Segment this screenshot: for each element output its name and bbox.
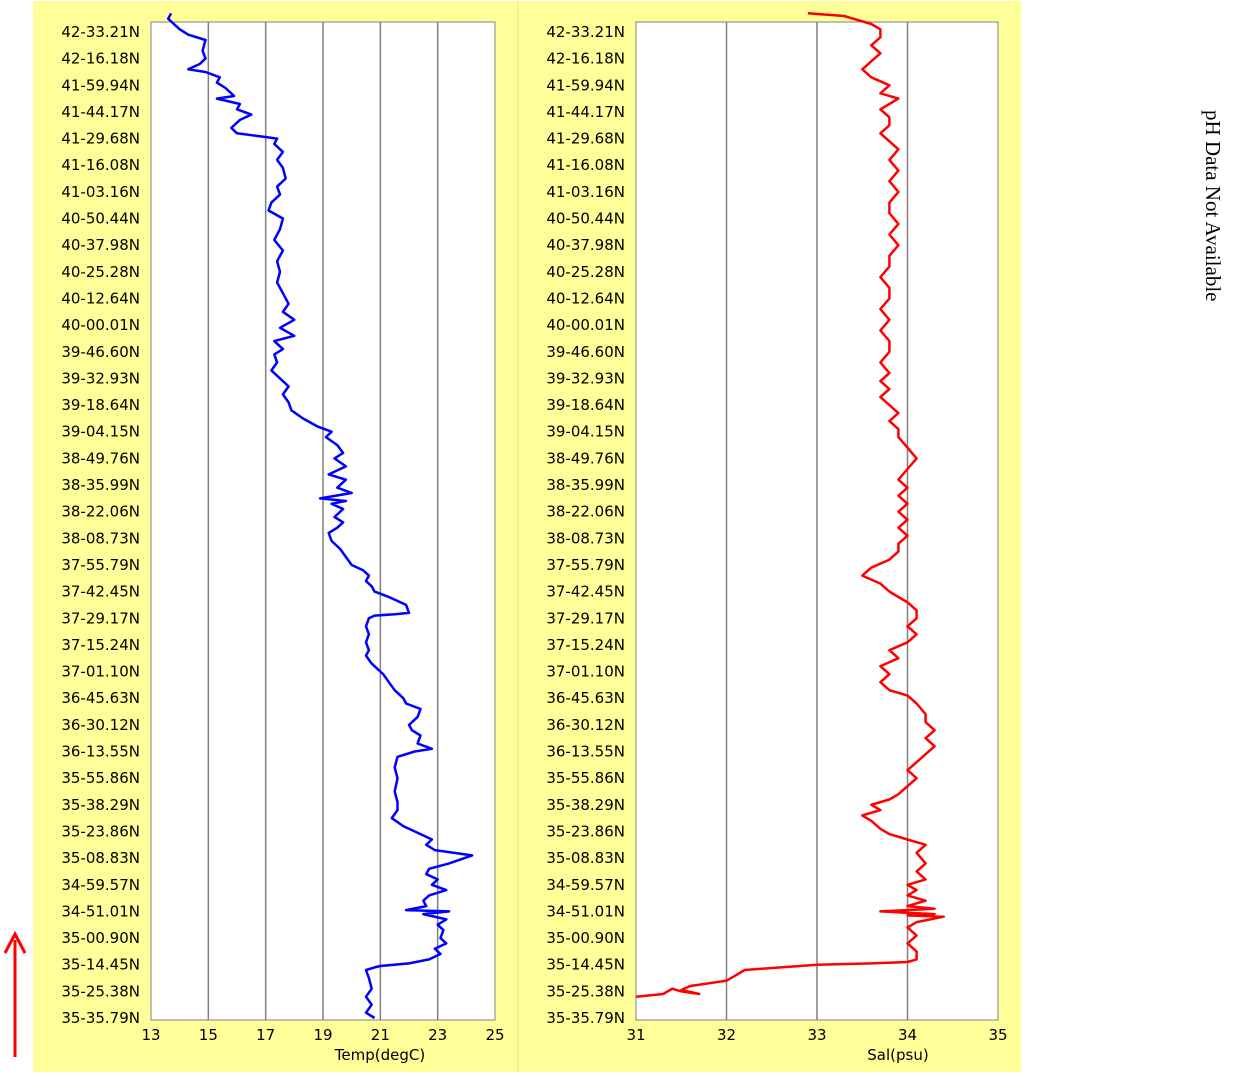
red-arrow-head	[3, 930, 27, 954]
salinity-y-tick-label: 35-35.79N	[546, 1009, 625, 1027]
temperature-y-tick-label: 39-46.60N	[61, 343, 140, 361]
temperature-y-tick-label: 39-04.15N	[61, 423, 140, 441]
salinity-y-tick-label: 40-25.28N	[546, 263, 625, 281]
temperature-x-axis-title: Temp(degC)	[334, 1046, 425, 1064]
salinity-y-tick-label: 35-55.86N	[546, 769, 625, 787]
temperature-x-tick-label: 23	[428, 1026, 447, 1044]
temperature-y-tick-label: 42-33.21N	[61, 23, 140, 41]
salinity-y-tick-label: 41-03.16N	[546, 183, 625, 201]
salinity-y-tick-label: 35-38.29N	[546, 796, 625, 814]
salinity-y-tick-label: 38-08.73N	[546, 529, 625, 547]
salinity-chart: Sal(psu) 31 32 33 34 35 35-35.79N 35-25.38N 35-…	[518, 1, 1021, 1072]
salinity-y-tick-label: 37-15.24N	[546, 636, 625, 654]
salinity-series-line	[635, 12, 945, 998]
salinity-y-tick-label: 37-55.79N	[546, 556, 625, 574]
temperature-y-tick-label: 40-00.01N	[61, 316, 140, 334]
salinity-y-tick-label: 37-29.17N	[546, 609, 625, 627]
salinity-y-tick-label: 40-50.44N	[546, 210, 625, 228]
ph-data-note: pH Data Not Available	[1201, 110, 1225, 302]
temperature-y-tick-label: 42-16.18N	[61, 50, 140, 68]
salinity-x-tick-label: 32	[717, 1026, 736, 1044]
salinity-y-tick-label: 39-04.15N	[546, 423, 625, 441]
salinity-y-tick-label: 36-13.55N	[546, 743, 625, 761]
temperature-x-tick-label: 25	[485, 1026, 504, 1044]
temperature-y-tick-label: 35-25.38N	[61, 982, 140, 1000]
salinity-y-tick-label: 42-33.21N	[546, 23, 625, 41]
temperature-y-tick-label: 35-23.86N	[61, 822, 140, 840]
temperature-y-tick-label: 35-38.29N	[61, 796, 140, 814]
salinity-y-tick-label: 34-59.57N	[546, 876, 625, 894]
temperature-y-tick-label: 40-37.98N	[61, 236, 140, 254]
temperature-y-tick-label: 36-13.55N	[61, 743, 140, 761]
salinity-y-tick-label: 40-00.01N	[546, 316, 625, 334]
temperature-y-tick-label: 37-29.17N	[61, 609, 140, 627]
salinity-y-tick-label: 41-44.17N	[546, 103, 625, 121]
salinity-x-tick-label: 31	[626, 1026, 645, 1044]
temperature-y-tick-label: 36-45.63N	[61, 689, 140, 707]
salinity-y-tick-label: 39-32.93N	[546, 369, 625, 387]
temperature-y-tick-label: 41-59.94N	[61, 76, 140, 94]
salinity-y-tick-label: 41-59.94N	[546, 76, 625, 94]
temperature-chart: Temp(degC) 13 15 17 19 21 23 25 35-35.79N 35-25.…	[33, 1, 518, 1072]
temperature-series-line	[166, 12, 474, 1020]
temperature-y-tick-label: 37-42.45N	[61, 583, 140, 601]
salinity-y-tick-label: 40-12.64N	[546, 289, 625, 307]
salinity-x-tick-label: 33	[807, 1026, 826, 1044]
salinity-y-tick-label: 34-51.01N	[546, 902, 625, 920]
temperature-y-tick-label: 38-22.06N	[61, 503, 140, 521]
temperature-y-tick-label: 37-55.79N	[61, 556, 140, 574]
salinity-y-tick-label: 35-00.90N	[546, 929, 625, 947]
salinity-y-tick-label: 35-25.38N	[546, 982, 625, 1000]
salinity-y-tick-label: 35-14.45N	[546, 956, 625, 974]
temperature-y-tick-label: 35-14.45N	[61, 956, 140, 974]
temperature-y-tick-label: 39-32.93N	[61, 369, 140, 387]
salinity-y-tick-label: 41-16.08N	[546, 156, 625, 174]
temperature-y-tick-label: 34-51.01N	[61, 902, 140, 920]
temperature-y-tick-label: 37-15.24N	[61, 636, 140, 654]
temperature-x-tick-label: 13	[141, 1026, 160, 1044]
salinity-x-axis-title: Sal(psu)	[867, 1046, 928, 1064]
salinity-x-tick-label: 34	[898, 1026, 917, 1044]
temperature-y-tick-label: 38-08.73N	[61, 529, 140, 547]
salinity-y-tick-label: 36-45.63N	[546, 689, 625, 707]
temperature-y-tick-label: 35-00.90N	[61, 929, 140, 947]
salinity-y-tick-label: 41-29.68N	[546, 130, 625, 148]
salinity-y-tick-label: 38-49.76N	[546, 449, 625, 467]
temperature-y-tick-label: 34-59.57N	[61, 876, 140, 894]
salinity-y-tick-label: 37-01.10N	[546, 663, 625, 681]
salinity-y-tick-label: 36-30.12N	[546, 716, 625, 734]
temperature-y-tick-label: 40-25.28N	[61, 263, 140, 281]
salinity-y-tick-label: 39-46.60N	[546, 343, 625, 361]
temperature-y-tick-label: 39-18.64N	[61, 396, 140, 414]
salinity-y-tick-label: 38-22.06N	[546, 503, 625, 521]
temperature-y-tick-label: 37-01.10N	[61, 663, 140, 681]
salinity-y-tick-label: 35-08.83N	[546, 849, 625, 867]
red-arrow	[3, 930, 27, 1057]
temperature-x-tick-label: 15	[199, 1026, 218, 1044]
temperature-x-tick-label: 17	[256, 1026, 275, 1044]
salinity-x-tick-label: 35	[988, 1026, 1007, 1044]
salinity-y-tick-label: 39-18.64N	[546, 396, 625, 414]
temperature-y-tick-label: 38-49.76N	[61, 449, 140, 467]
temperature-y-tick-label: 41-03.16N	[61, 183, 140, 201]
temperature-y-tick-label: 40-50.44N	[61, 210, 140, 228]
temperature-y-tick-label: 35-55.86N	[61, 769, 140, 787]
temperature-y-tick-label: 40-12.64N	[61, 289, 140, 307]
salinity-y-tick-label: 42-16.18N	[546, 50, 625, 68]
temperature-y-tick-label: 38-35.99N	[61, 476, 140, 494]
temperature-y-tick-label: 41-44.17N	[61, 103, 140, 121]
temperature-x-tick-label: 19	[313, 1026, 332, 1044]
temperature-y-tick-label: 41-29.68N	[61, 130, 140, 148]
temperature-y-tick-label: 35-35.79N	[61, 1009, 140, 1027]
temperature-y-tick-label: 36-30.12N	[61, 716, 140, 734]
salinity-y-tick-label: 40-37.98N	[546, 236, 625, 254]
salinity-y-tick-label: 35-23.86N	[546, 822, 625, 840]
temperature-x-tick-label: 21	[371, 1026, 390, 1044]
temperature-y-tick-label: 41-16.08N	[61, 156, 140, 174]
temperature-y-tick-label: 35-08.83N	[61, 849, 140, 867]
salinity-y-tick-label: 37-42.45N	[546, 583, 625, 601]
salinity-y-tick-label: 38-35.99N	[546, 476, 625, 494]
